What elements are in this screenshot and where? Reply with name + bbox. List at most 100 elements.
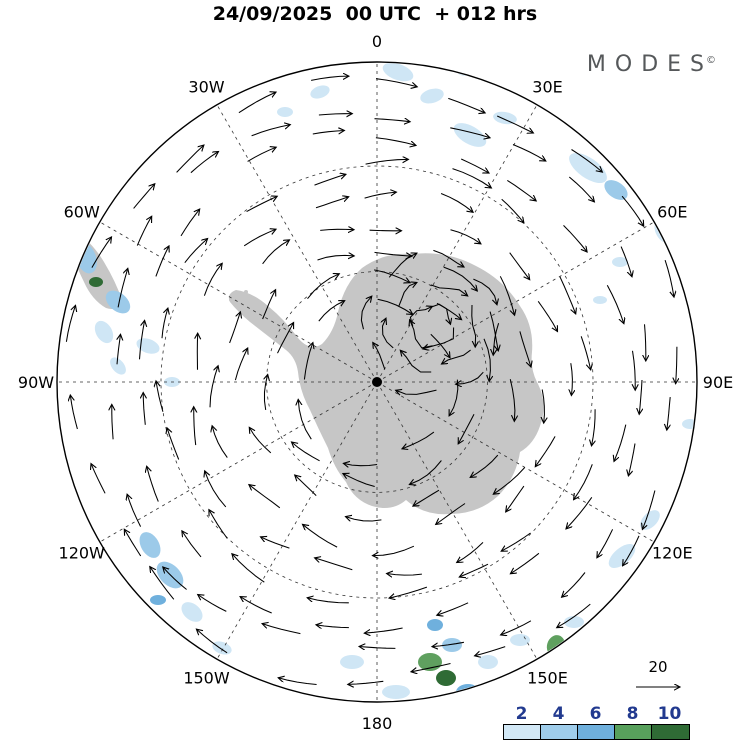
pole-dot — [372, 377, 382, 387]
wind-arrow — [315, 558, 353, 571]
wind-arrow — [501, 620, 532, 635]
wind-arrow — [566, 496, 593, 529]
wind-arrow — [292, 442, 320, 462]
precip-patch — [94, 320, 114, 344]
wind-arrow — [396, 390, 437, 394]
precip-patch — [608, 544, 636, 568]
wind-arrow — [623, 535, 640, 566]
wind-arrow — [483, 338, 490, 382]
wind-arrow — [373, 545, 415, 555]
precip-patch — [640, 510, 660, 530]
precip-patch — [546, 635, 566, 657]
precip-patch — [89, 277, 103, 287]
graticule — [57, 62, 697, 702]
wind-arrow — [277, 323, 294, 354]
landmass — [228, 253, 544, 515]
wind-arrow — [507, 179, 536, 201]
wind-arrow — [432, 641, 464, 646]
wind-arrow — [238, 92, 276, 114]
wind-arrow — [234, 348, 247, 381]
wind-arrow — [314, 174, 346, 186]
wind-arrow — [317, 255, 355, 261]
wind-arrow — [315, 197, 349, 209]
precip-patch — [604, 180, 628, 200]
copyright-mark: © — [706, 54, 716, 66]
wind-arrow — [645, 324, 646, 361]
meridian-line — [99, 221, 378, 383]
wind-arrow — [143, 393, 145, 425]
wind-arrow — [262, 240, 290, 265]
wind-arrow — [209, 366, 218, 408]
colorbar-segment — [541, 725, 578, 739]
colorbar-bar — [503, 724, 690, 740]
longitude-label: 90W — [18, 373, 54, 392]
wind-arrow — [458, 413, 475, 444]
wind-arrow — [535, 436, 556, 466]
colorbar-tick-label: 4 — [552, 704, 565, 724]
wind-arrow — [436, 503, 466, 525]
precip-patch — [382, 685, 410, 699]
wind-arrow — [124, 529, 142, 557]
wind-arrow — [180, 209, 200, 237]
precip-patch — [436, 670, 456, 686]
precip-patch — [181, 602, 203, 622]
wind-arrow — [387, 574, 422, 576]
wind-arrow — [127, 494, 142, 527]
precip-patch — [493, 111, 517, 125]
latitude-circle — [160, 165, 594, 599]
wind-arrow — [509, 252, 530, 280]
wind-arrow — [374, 251, 412, 256]
wind-scale-legend: 20 — [636, 658, 680, 687]
wind-arrow — [147, 466, 159, 502]
wind-arrow — [247, 147, 277, 162]
wind-arrow — [496, 115, 533, 133]
wind-arrow — [375, 137, 416, 146]
colorbar-tick-label: 10 — [657, 704, 682, 724]
modes-logo-text: MODES — [586, 52, 713, 77]
wind-arrow — [377, 298, 413, 314]
precip-patch — [212, 641, 232, 655]
wind-arrow — [606, 284, 624, 324]
precip-patch — [478, 655, 498, 669]
precip-patch — [442, 638, 462, 652]
precipitation-colorbar: 2 4 6 8 10 — [503, 704, 693, 740]
wind-arrow — [312, 131, 345, 135]
wind-arrow — [501, 532, 531, 551]
longitude-label: 30E — [532, 78, 562, 97]
precip-patch — [340, 655, 364, 669]
wind-arrow — [232, 554, 265, 583]
wind-arrow — [243, 229, 276, 247]
wind-arrow — [348, 681, 384, 684]
meridian-line — [376, 221, 655, 383]
wind-arrow — [369, 230, 402, 231]
wind-arrow — [150, 567, 175, 600]
precip-patch — [150, 595, 166, 605]
wind-arrow — [246, 196, 278, 213]
precip-patch — [382, 63, 414, 82]
precip-patch — [110, 357, 126, 375]
wind-arrow — [262, 290, 276, 320]
wind-arrow — [70, 395, 78, 430]
wind-arrow — [91, 237, 112, 268]
wind-arrow — [265, 375, 268, 410]
wind-arrow — [411, 662, 451, 672]
wind-arrow — [212, 426, 228, 458]
wind-arrow — [364, 192, 397, 199]
wind-arrow — [457, 542, 484, 562]
small-island — [350, 448, 362, 456]
colorbar-segment — [578, 725, 615, 739]
wind-arrow — [262, 624, 301, 635]
wind-arrow — [307, 598, 349, 604]
wind-arrow — [542, 389, 544, 424]
wind-arrow — [117, 268, 128, 308]
wind-arrows — [65, 76, 677, 684]
wind-arrow — [409, 460, 442, 485]
wind-arrow — [298, 399, 312, 440]
meridian-line — [376, 381, 538, 660]
wind-arrow — [364, 627, 403, 633]
wind-arrow — [557, 603, 591, 628]
wind-arrow — [375, 78, 417, 87]
wind-arrow — [562, 572, 586, 598]
colorbar-tick-label: 2 — [515, 704, 528, 724]
wind-arrow — [116, 334, 121, 365]
